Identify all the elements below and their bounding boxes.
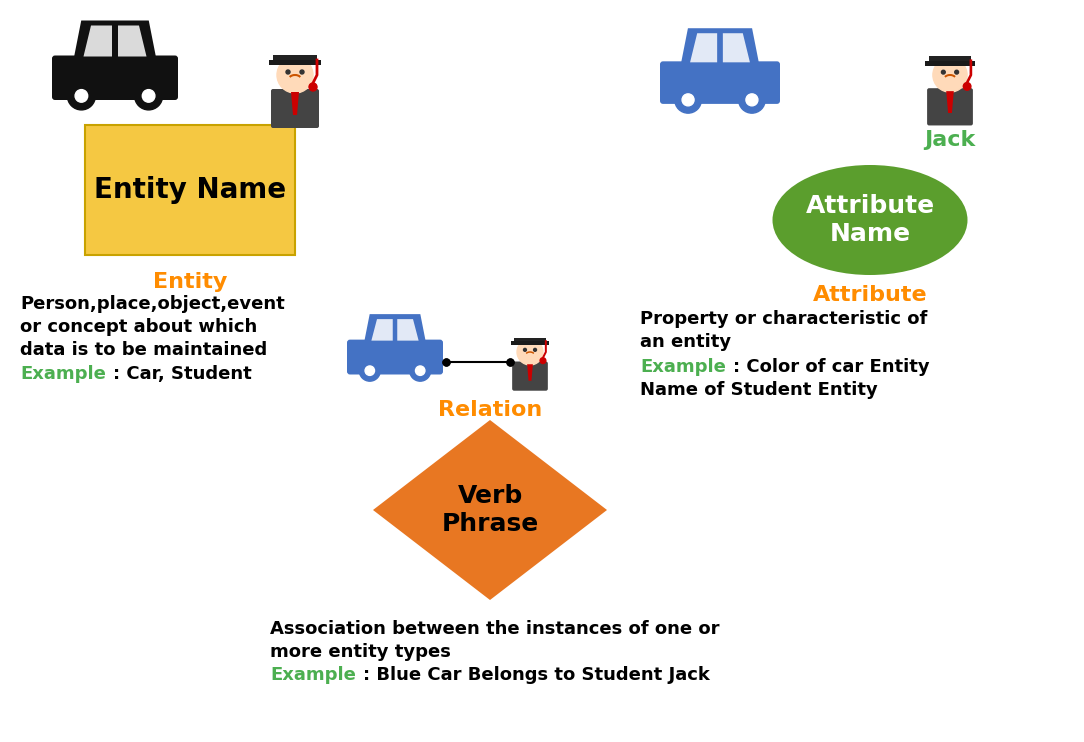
Circle shape [933,58,967,92]
Circle shape [142,90,155,102]
Circle shape [955,70,958,74]
Polygon shape [681,28,759,65]
Circle shape [410,360,430,381]
Polygon shape [527,364,533,381]
Polygon shape [691,33,718,62]
Polygon shape [929,56,971,61]
Text: Association between the instances of one or: Association between the instances of one… [270,620,720,638]
Ellipse shape [773,165,968,275]
Text: Property or characteristic of: Property or characteristic of [640,310,928,328]
FancyBboxPatch shape [52,56,178,100]
FancyBboxPatch shape [927,88,973,125]
Circle shape [533,349,537,351]
Polygon shape [926,61,975,65]
Text: Entity Name: Entity Name [94,176,286,204]
Circle shape [738,87,765,114]
Polygon shape [373,420,607,600]
Circle shape [286,70,291,74]
Polygon shape [74,21,156,59]
Circle shape [75,90,88,102]
FancyBboxPatch shape [85,125,295,255]
Circle shape [941,70,945,74]
Circle shape [524,349,527,351]
Polygon shape [269,60,321,65]
Text: : Car, Student: : Car, Student [113,365,251,383]
Circle shape [540,358,546,364]
Polygon shape [512,341,549,345]
FancyBboxPatch shape [660,62,780,104]
Text: : Color of car Entity: : Color of car Entity [733,358,930,376]
Text: Person,place,object,event: Person,place,object,event [20,295,285,313]
Circle shape [964,82,971,91]
Polygon shape [273,55,317,60]
Circle shape [365,366,375,375]
Text: Relation: Relation [438,400,542,420]
Circle shape [415,366,425,375]
Text: Attribute: Attribute [813,285,927,305]
Circle shape [682,94,694,106]
Polygon shape [372,319,392,341]
Polygon shape [83,25,112,56]
Polygon shape [364,314,426,343]
Text: Name of Student Entity: Name of Student Entity [640,381,878,399]
Polygon shape [397,319,418,341]
Circle shape [309,83,317,91]
Text: an entity: an entity [640,333,731,351]
Text: or concept about which: or concept about which [20,318,257,336]
FancyBboxPatch shape [347,340,443,375]
Text: : Blue Car Belongs to Student Jack: : Blue Car Belongs to Student Jack [363,666,710,684]
Polygon shape [514,338,546,341]
Circle shape [300,70,304,74]
Circle shape [674,87,701,114]
Circle shape [746,94,758,106]
Circle shape [278,57,313,93]
Polygon shape [291,92,299,115]
Circle shape [67,82,95,110]
Text: data is to be maintained: data is to be maintained [20,341,268,359]
Text: Verb
Phrase: Verb Phrase [441,484,539,536]
Circle shape [517,339,543,365]
Text: more entity types: more entity types [270,643,451,661]
Text: Example: Example [20,365,106,383]
Circle shape [359,360,380,381]
Text: Example: Example [640,358,726,376]
Text: Example: Example [270,666,356,684]
Text: Jack: Jack [925,130,976,150]
Polygon shape [946,91,954,113]
Polygon shape [118,25,146,56]
Polygon shape [723,33,750,62]
FancyBboxPatch shape [271,89,319,128]
Text: Attribute
Name: Attribute Name [805,194,934,246]
Circle shape [134,82,163,110]
FancyBboxPatch shape [512,361,547,391]
Text: Entity: Entity [153,272,228,292]
